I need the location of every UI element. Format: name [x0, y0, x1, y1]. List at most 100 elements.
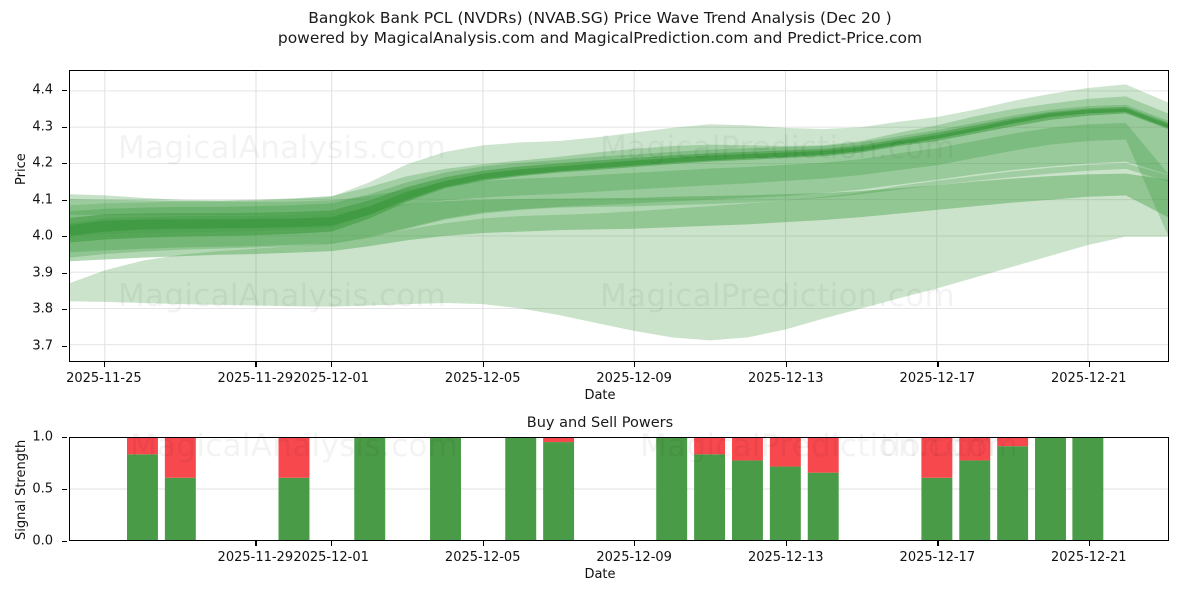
price-x-tick-label: 2025-12-21 [1051, 371, 1127, 386]
signal-x-tick-mark [255, 541, 257, 546]
signal-x-tick-label: 2025-12-17 [899, 550, 976, 565]
signal-x-tick-mark [331, 541, 333, 546]
signal-x-tick-label: 2025-12-01 [293, 550, 369, 565]
price-x-tick-mark [1088, 362, 1090, 367]
signal-bar[interactable] [731, 438, 763, 540]
signal-y-tick-mark [62, 489, 67, 491]
buy-power-segment [505, 438, 537, 540]
price-y-tick-mark [62, 345, 67, 347]
buy-power-segment [807, 472, 839, 540]
signal-bar[interactable] [164, 438, 196, 540]
sell-power-segment [543, 438, 575, 443]
signal-y-tick-label: 1.0 [32, 429, 53, 445]
signal-bar[interactable] [959, 438, 991, 540]
signal-bar[interactable] [997, 438, 1029, 540]
price-x-tick-mark [331, 362, 333, 367]
signal-x-tick-mark [785, 541, 787, 546]
signal-bar[interactable] [543, 438, 575, 540]
price-plot-area [69, 70, 1169, 362]
price-y-tick-mark [62, 163, 67, 165]
price-wave-chart [69, 70, 1169, 362]
price-x-tick-mark [482, 362, 484, 367]
signal-bar[interactable] [430, 438, 461, 540]
buy-power-segment [1072, 438, 1104, 540]
signal-bar[interactable] [1072, 438, 1104, 540]
page-title-line-2: powered by MagicalAnalysis.com and Magic… [277, 29, 923, 47]
buy-power-segment [1035, 438, 1066, 540]
signal-y-tick-mark [62, 437, 67, 439]
sell-power-segment [921, 438, 953, 478]
price-x-tick-label: 2025-12-01 [293, 371, 369, 386]
signal-bar[interactable] [505, 438, 537, 540]
watermark-text: MagicalPrediction.com [600, 130, 955, 166]
price-y-tick-label: 3.9 [32, 265, 53, 281]
buy-power-segment [959, 460, 991, 540]
price-wave-svg [70, 71, 1168, 361]
signal-x-axis-ticks: 2025-11-29 2025-12-01 2025-12-05 2025-12-09… [69, 541, 1169, 571]
signal-bar[interactable] [656, 438, 688, 540]
buy-power-segment [430, 438, 461, 540]
price-y-tick-label: 3.7 [32, 338, 53, 354]
watermark-text: MagicalAnalysis.com [118, 130, 446, 166]
price-x-tick-mark [103, 362, 106, 367]
buy-power-segment [354, 438, 386, 540]
price-x-tick-mark [785, 362, 787, 367]
price-y-tick-label: 4.3 [32, 119, 53, 135]
price-y-tick-mark [62, 126, 67, 128]
signal-bar[interactable] [278, 438, 310, 540]
price-y-tick-label: 4.2 [32, 155, 53, 171]
signal-x-tick-label: 2025-12-13 [747, 550, 824, 565]
signal-x-tick-label: 2025-12-05 [444, 550, 521, 565]
signal-x-tick-mark [482, 541, 484, 546]
price-x-tick-mark [255, 362, 257, 367]
signal-bar[interactable] [807, 438, 839, 540]
signal-x-tick-mark [937, 541, 939, 546]
watermark-text: MagicalAnalysis.com [118, 278, 446, 314]
buy-power-segment [997, 446, 1029, 540]
signal-x-tick-label: 2025-12-21 [1051, 550, 1127, 565]
signal-y-tick-label: 0.5 [32, 481, 53, 497]
buy-power-segment [543, 442, 575, 540]
sell-power-segment [694, 438, 726, 455]
price-wave-band [70, 173, 1168, 262]
buy-power-segment [694, 454, 726, 540]
signal-chart-title: Buy and Sell Powers [526, 415, 674, 431]
signal-bar[interactable] [354, 438, 386, 540]
price-x-tick-label: 2025-12-13 [747, 371, 824, 386]
signal-bar[interactable] [921, 438, 953, 540]
sell-power-segment [278, 438, 310, 478]
signal-bar[interactable] [126, 438, 158, 540]
price-wave-band [70, 163, 1168, 341]
price-y-axis-ticks: 3.7 3.8 3.9 4.0 4.1 4.2 4.3 4.4 [0, 70, 67, 362]
price-x-tick-label: 2025-12-05 [444, 371, 521, 386]
sell-power-segment [769, 438, 801, 467]
signal-y-tick-label: 0.0 [32, 533, 53, 549]
signal-x-tick-mark [634, 541, 636, 546]
signal-x-tick-mark [1088, 541, 1090, 546]
watermark-text: tion.com [880, 428, 1018, 464]
signal-bar[interactable] [694, 438, 726, 540]
price-x-tick-mark [937, 362, 939, 367]
price-y-tick-mark [62, 199, 67, 201]
price-x-tick-label: 2025-12-17 [899, 371, 976, 386]
sell-power-segment [997, 438, 1029, 447]
buy-sell-powers-chart [69, 437, 1169, 541]
price-y-tick-mark [62, 309, 67, 311]
signal-x-axis-label: Date [584, 567, 616, 582]
buy-power-segment [126, 454, 158, 540]
buy-power-segment [731, 460, 763, 540]
price-y-tick-label: 4.1 [32, 192, 53, 208]
signal-y-axis-ticks: 0.0 0.5 1.0 [0, 430, 67, 549]
signal-bar[interactable] [769, 438, 801, 540]
sell-power-segment [164, 438, 196, 478]
price-wave-band [70, 122, 1168, 236]
price-x-axis-ticks: 2025-11-25 2025-11-29 2025-12-01 2025-12-05… [66, 362, 1169, 392]
price-x-tick-mark [634, 362, 636, 367]
sell-power-segment [126, 438, 158, 455]
buy-power-segment [921, 477, 953, 540]
price-y-tick-mark [62, 90, 67, 92]
signal-bar[interactable] [1035, 438, 1066, 540]
sell-power-segment [731, 438, 763, 461]
price-y-tick-mark [62, 236, 67, 238]
